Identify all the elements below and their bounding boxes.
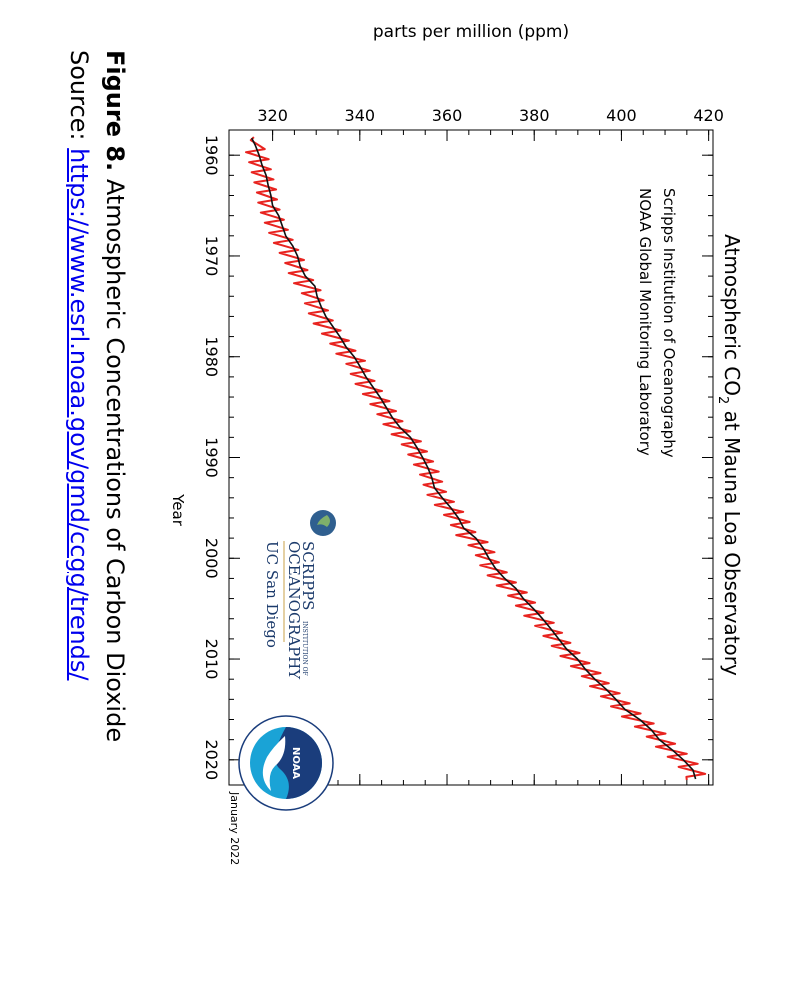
monthly-co2-line: [245, 136, 707, 781]
trend-co2-line: [250, 137, 697, 780]
chart-title: Atmospheric CO2 at Mauna Loa Observatory: [715, 234, 744, 676]
source-link[interactable]: https://www.esrl.noaa.gov/gmd/ccgg/trend…: [65, 148, 93, 681]
scripps-small: INSTITUTION OF: [301, 621, 308, 676]
noaa-logo: NOAA: [238, 715, 334, 811]
data-series: [245, 136, 707, 781]
chart-subtitle-2: NOAA Global Monitoring Laboratory: [636, 188, 654, 456]
x-tick-label: 1980: [202, 336, 221, 377]
chart-subtitle-1: Scripps Institution of Oceanography: [660, 188, 678, 458]
figure-source: Source: https://www.esrl.noaa.gov/gmd/cc…: [65, 50, 93, 681]
y-tick-label: 360: [432, 106, 463, 125]
date-note: January 2022: [228, 791, 241, 865]
scripps-globe-detail: [317, 515, 330, 527]
source-label: Source:: [65, 50, 93, 141]
y-tick-label: 320: [257, 106, 288, 125]
y-axis-label: parts per million (ppm): [373, 22, 569, 42]
scripps-logo: SCRIPPS INSTITUTION OF OCEANOGRAPHY UC S…: [263, 510, 336, 680]
figure-label: Figure 8.: [101, 50, 129, 172]
noaa-bird-icon: [275, 727, 322, 799]
y-tick-label: 380: [519, 106, 550, 125]
figure-caption-text: Atmospheric Concentrations of Carbon Dio…: [101, 178, 129, 743]
oceanography-wordmark: OCEANOGRAPHY: [285, 541, 303, 680]
noaa-wing: [262, 736, 286, 791]
x-tick-label: 1970: [202, 236, 221, 277]
x-tick-label: 1990: [202, 437, 221, 478]
figure-caption: Figure 8. Atmospheric Concentrations of …: [101, 50, 129, 742]
x-tick-label: 1960: [202, 135, 221, 176]
noaa-wordmark: NOAA: [290, 747, 301, 779]
scripps-wordmark: SCRIPPS: [299, 541, 317, 610]
ucsd-wordmark: UC San Diego: [263, 541, 281, 648]
x-tick-label: 2010: [202, 639, 221, 680]
x-axis-label: Year: [169, 493, 187, 527]
x-tick-label: 2020: [202, 739, 221, 780]
x-tick-label: 2000: [202, 538, 221, 579]
y-tick-label: 420: [693, 106, 724, 125]
y-tick-label: 340: [345, 106, 376, 125]
y-tick-label: 400: [606, 106, 637, 125]
axis-ticks: 1960 1970 1980 1990 2000 2010 2020 320 340 360 380…: [202, 106, 724, 785]
